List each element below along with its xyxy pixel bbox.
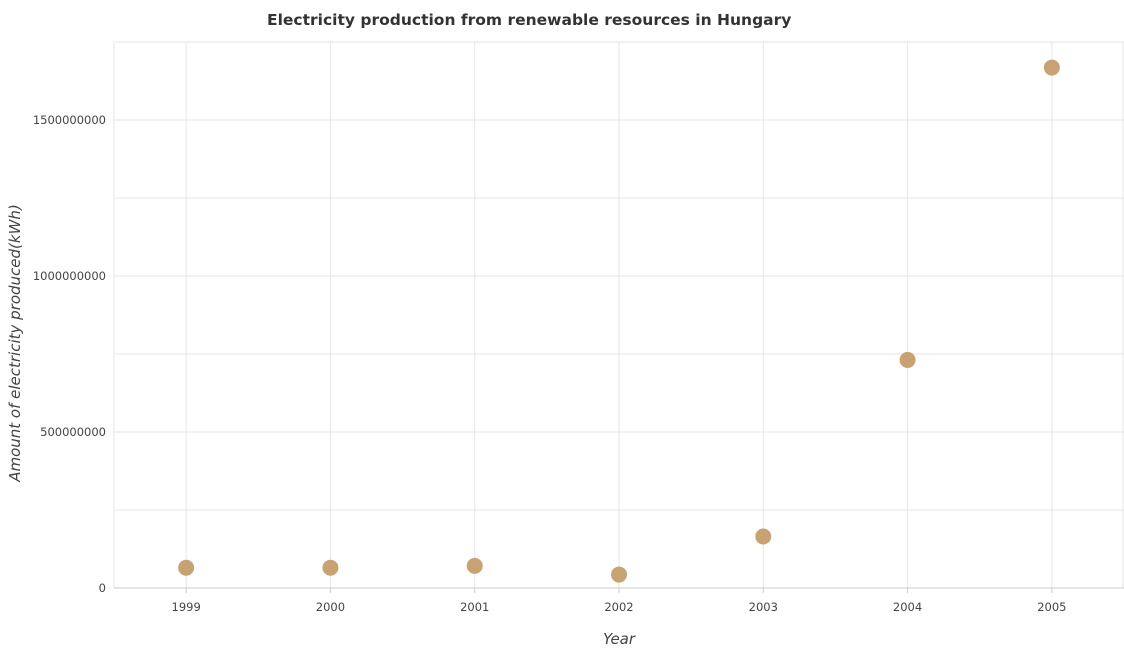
y-tick-label: 0 (99, 581, 106, 595)
x-tick-label: 2005 (1037, 600, 1066, 614)
x-tick-label: 1999 (172, 600, 201, 614)
data-point (755, 528, 772, 545)
y-axis-label: Amount of electricity produced(kWh) (6, 204, 24, 483)
chart-title: Electricity production from renewable re… (267, 11, 791, 29)
data-point (466, 557, 483, 574)
x-axis-label: Year (603, 630, 636, 648)
data-point (899, 351, 916, 368)
data-point (322, 559, 339, 576)
data-points (178, 59, 1060, 583)
x-tick-label: 2003 (749, 600, 778, 614)
x-tick-label: 2001 (460, 600, 489, 614)
y-tick-label: 1000000000 (33, 269, 106, 283)
y-tick-label: 1500000000 (33, 113, 106, 127)
data-point (611, 566, 627, 583)
data-point (178, 559, 195, 576)
grid (113, 41, 1124, 589)
data-point (1043, 59, 1060, 76)
x-tick-label: 2004 (893, 600, 922, 614)
axes: 0 500000000 1000000000 1500000000 1999 2000 20… (33, 113, 1124, 614)
y-tick-label: 500000000 (40, 425, 106, 439)
x-tick-label: 2002 (604, 600, 633, 614)
x-tick-label: 2000 (316, 600, 345, 614)
